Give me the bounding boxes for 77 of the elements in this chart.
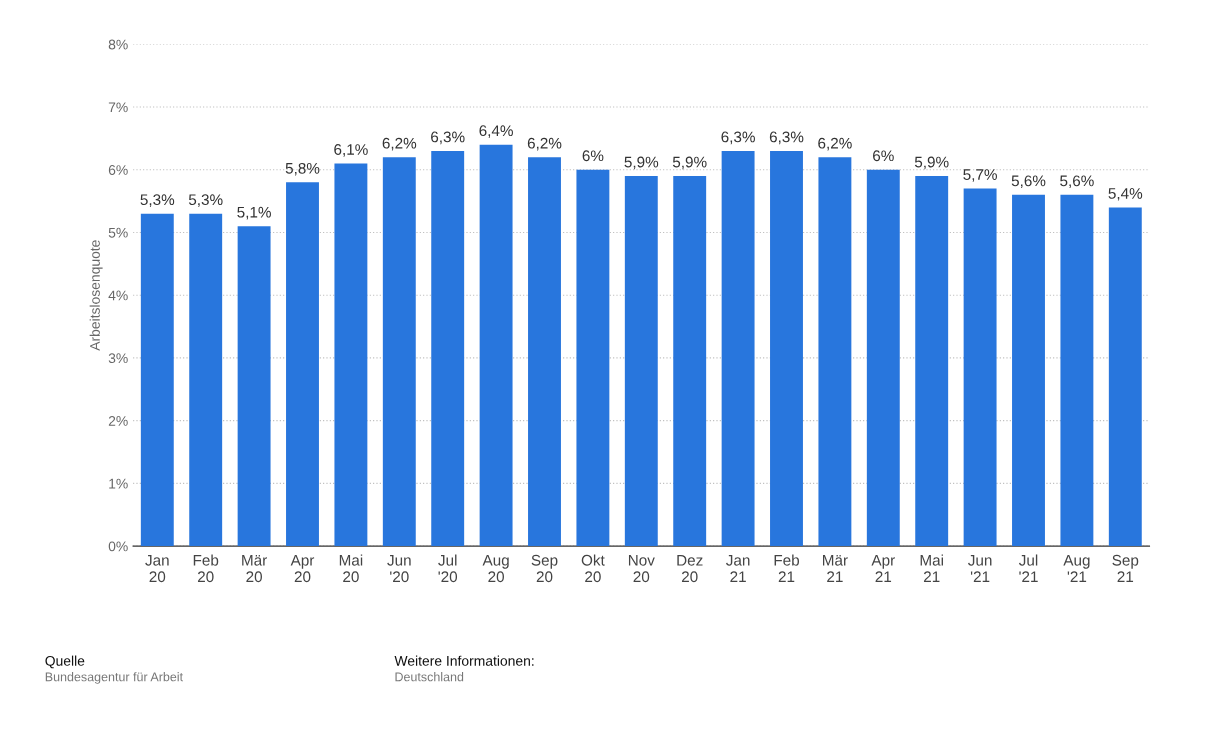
bar [140, 213, 174, 547]
bar [963, 188, 997, 547]
x-tick-label: Sep 20 [531, 554, 558, 583]
bar [624, 176, 658, 547]
data-label: 6,3% [431, 131, 465, 145]
data-label: 5,4% [1108, 188, 1143, 201]
bar [189, 213, 223, 547]
data-label: 6,2% [527, 137, 562, 151]
bar [334, 163, 368, 547]
bar [721, 150, 755, 547]
text: Weitere Informationen: [394, 655, 534, 666]
data-label: 5,9% [672, 156, 707, 170]
x-tick-label: Feb 20 [193, 554, 219, 583]
text: Deutschland [395, 672, 464, 682]
x-tick-label: Jan 20 [145, 555, 169, 583]
data-label: 5,9% [624, 156, 659, 170]
text: Bundesagentur für Arbeit [45, 672, 183, 684]
data-label: 6,3% [721, 131, 755, 145]
y-tick-label: 7% [108, 102, 128, 113]
data-label: 5,3% [140, 194, 175, 207]
bar [576, 169, 610, 547]
data-label: 5,3% [188, 194, 223, 207]
data-label: 6% [582, 150, 604, 162]
x-tick-label: Mär 21 [823, 555, 848, 582]
x-tick-label: Apr 21 [871, 555, 895, 582]
bar [1012, 194, 1045, 547]
data-label: 5,9% [914, 156, 949, 170]
x-tick-label: Jul '21 [1018, 554, 1038, 582]
data-label: 6% [873, 150, 894, 162]
bar [866, 169, 900, 547]
x-tick-label: Nov 20 [628, 555, 655, 583]
y-tick-label: 1% [109, 478, 128, 489]
data-label: 6,3% [769, 131, 804, 145]
x-tick-label: Feb 21 [774, 554, 800, 582]
bar [479, 144, 513, 547]
bar [673, 176, 707, 547]
bar [1108, 207, 1142, 547]
x-tick-label: Mär 20 [242, 555, 267, 583]
data-label: 5,1% [237, 206, 271, 220]
x-tick-label: Sep 21 [1112, 554, 1139, 582]
x-tick-label: Jan 21 [726, 555, 750, 582]
data-label: 5,6% [1011, 175, 1046, 189]
x-tick-label: Okt 20 [581, 554, 605, 583]
bar [915, 176, 949, 547]
bar [818, 157, 852, 547]
bar [770, 150, 803, 547]
x-tick-label: Dez 20 [677, 555, 703, 583]
y-tick-label: 4% [108, 290, 128, 301]
bar [431, 150, 465, 547]
y-tick-label: 8% [108, 39, 128, 50]
x-tick-label: Mai 20 [339, 554, 363, 583]
y-axis-title: Arbeitslosenquote [89, 240, 103, 351]
data-label: 5,7% [963, 169, 997, 182]
bar [286, 182, 319, 547]
y-tick-label: 2% [108, 415, 128, 426]
x-tick-label: Jul '20 [438, 554, 458, 583]
x-tick-label: Apr 20 [290, 555, 315, 583]
data-label: 6,2% [818, 137, 852, 151]
bar [528, 157, 561, 547]
x-tick-label: Jun '20 [387, 555, 411, 583]
bar [1060, 194, 1094, 547]
y-tick-label: 0% [108, 541, 128, 552]
bar [237, 226, 271, 547]
data-label: 6,2% [382, 137, 417, 151]
x-tick-label: Jun '21 [968, 555, 992, 582]
bar [382, 157, 416, 547]
y-tick-label: 3% [108, 353, 128, 364]
x-tick-label: Mai 21 [920, 554, 943, 582]
y-tick-label: 5% [108, 227, 128, 238]
y-tick-label: 6% [108, 165, 128, 175]
x-tick-label: Aug 20 [482, 555, 509, 583]
data-label: 6,1% [334, 144, 368, 157]
data-label: 5,8% [285, 162, 320, 176]
text: Quelle [45, 655, 85, 669]
data-label: 5,6% [1060, 175, 1094, 189]
data-label: 6,4% [479, 125, 513, 138]
x-tick-label: Aug '21 [1063, 555, 1090, 582]
